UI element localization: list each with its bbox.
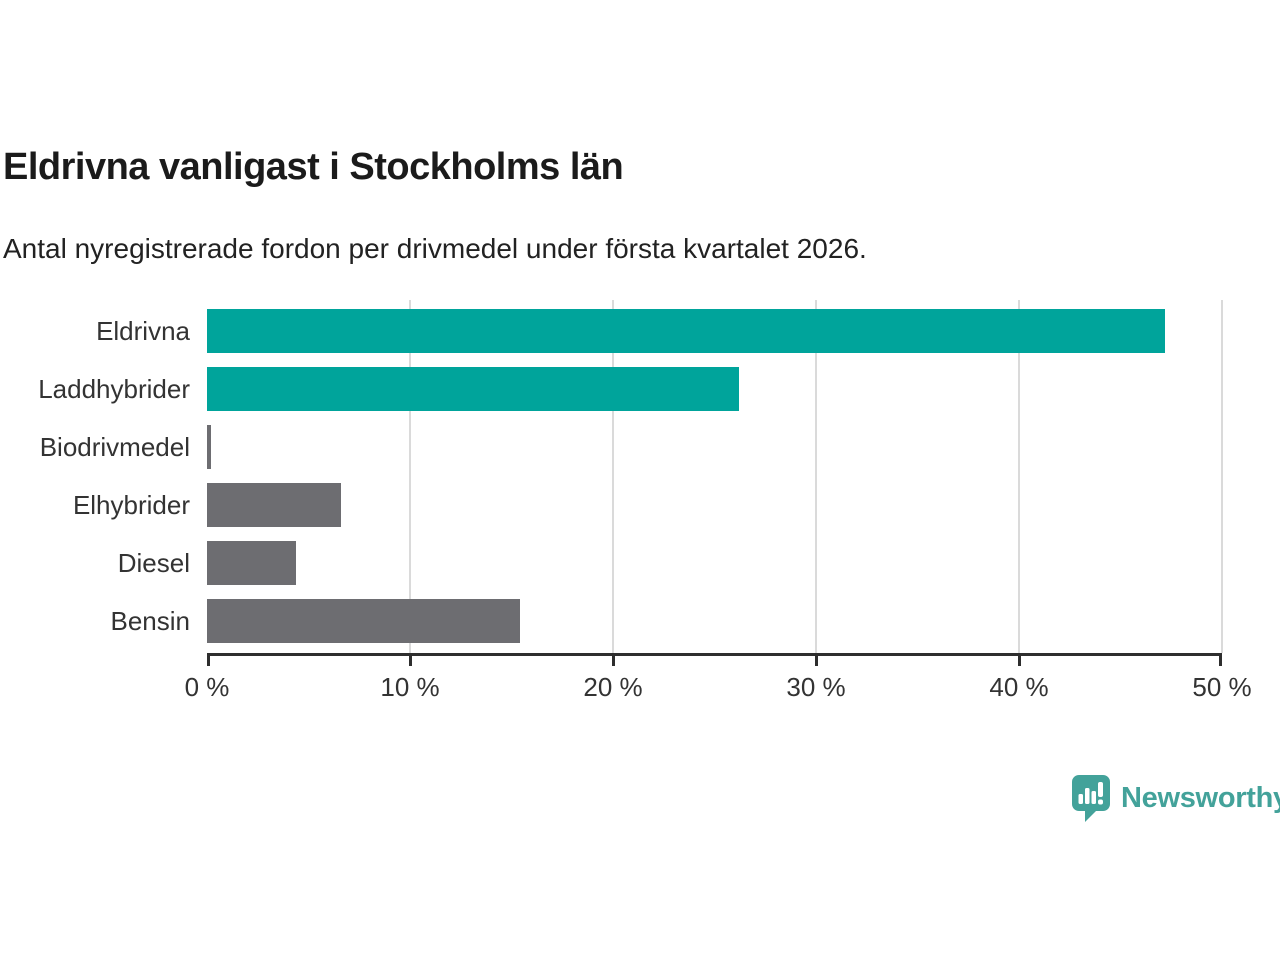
category-label-eldrivna: Eldrivna: [96, 316, 190, 346]
x-axis-tick-20: [611, 656, 615, 666]
category-axis-labels: Eldrivna Laddhybrider Biodrivmedel Elhybrid…: [0, 300, 190, 655]
x-axis-tick-10: [408, 656, 412, 666]
bar-bensin: [207, 599, 520, 643]
x-axis-line: [207, 653, 1222, 656]
bar-diesel: [207, 541, 297, 585]
bar-biodrivmedel: [207, 425, 212, 469]
x-axis-tick-label-10: 10 %: [380, 672, 440, 702]
newsworthy-wordmark: Newsworthy: [1121, 782, 1280, 814]
newsworthy-logo: Newsworthy: [1072, 775, 1280, 822]
x-axis-tick-label-0: 0 %: [184, 672, 230, 702]
bar-elhybrider: [207, 483, 341, 527]
category-label-biodrivmedel: Biodrivmedel: [39, 432, 190, 462]
gridline-20: [612, 300, 614, 653]
category-label-diesel: Diesel: [117, 548, 190, 578]
x-axis-tick-label-20: 20 %: [583, 672, 643, 702]
gridline-10: [409, 300, 411, 653]
category-label-laddhybrider: Laddhybrider: [38, 374, 190, 404]
x-axis-tick-label-50: 50 %: [1192, 672, 1252, 702]
x-axis-tick-0: [207, 656, 210, 666]
gridline-50: [1221, 300, 1223, 653]
x-axis-tick-40: [1017, 656, 1021, 666]
category-label-elhybrider: Elhybrider: [72, 490, 190, 520]
plot-area: 0 % 10 % 20 % 30 % 40 % 50 %: [185, 300, 1252, 702]
gridline-40: [1018, 300, 1020, 653]
gridline-30: [815, 300, 817, 653]
bar-laddhybrider: [207, 367, 739, 411]
bar-eldrivna: [207, 309, 1166, 353]
x-axis-tick-30: [814, 656, 818, 666]
x-axis-tick-label-30: 30 %: [786, 672, 846, 702]
category-label-bensin: Bensin: [110, 606, 191, 636]
newsworthy-bar-chart-bubble-icon: [1072, 775, 1110, 822]
x-axis-tick-50: [1219, 656, 1222, 666]
x-axis-tick-label-40: 40 %: [989, 672, 1049, 702]
chart-subtitle: Antal nyregistrerade fordon per drivmede…: [3, 233, 867, 264]
chart-title: Eldrivna vanligast i Stockholms län: [3, 146, 624, 188]
